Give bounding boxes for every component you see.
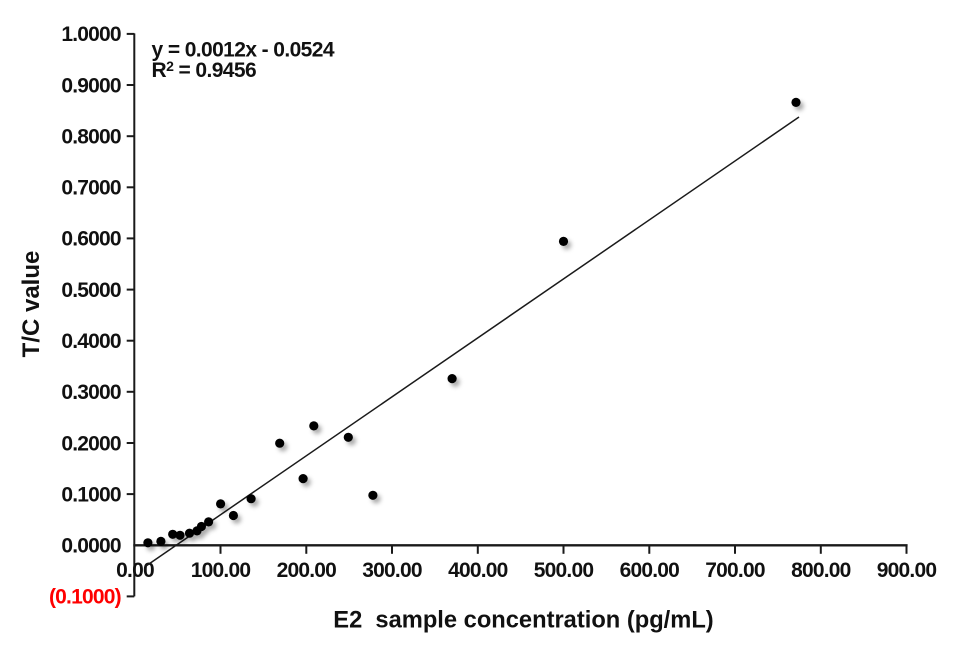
svg-text:100.00: 100.00	[191, 559, 251, 582]
svg-text:0.0000: 0.0000	[61, 535, 121, 558]
svg-text:E2 sample concentration (pg/m: E2 sample concentration (pg/mL)	[333, 607, 713, 633]
svg-text:0.4000: 0.4000	[61, 330, 121, 353]
svg-text:300.00: 300.00	[362, 559, 422, 582]
svg-text:600.00: 600.00	[620, 559, 680, 582]
svg-text:500.00: 500.00	[534, 559, 594, 582]
svg-text:0.9000: 0.9000	[61, 74, 121, 97]
svg-text:y = 0.0012x - 0.0524: y = 0.0012x - 0.0524	[152, 38, 335, 61]
svg-text:200.00: 200.00	[277, 559, 337, 582]
svg-text:0.7000: 0.7000	[61, 177, 121, 200]
svg-text:(0.1000): (0.1000)	[49, 586, 121, 609]
svg-text:0.1000: 0.1000	[61, 483, 121, 506]
svg-text:1.0000: 1.0000	[61, 23, 121, 46]
svg-text:0.6000: 0.6000	[61, 228, 121, 251]
svg-text:0.3000: 0.3000	[61, 381, 121, 404]
svg-text:0.5000: 0.5000	[61, 279, 121, 302]
svg-text:0.2000: 0.2000	[61, 432, 121, 455]
svg-text:700.00: 700.00	[705, 559, 765, 582]
svg-text:0.8000: 0.8000	[61, 126, 121, 149]
svg-text:900.00: 900.00	[877, 559, 937, 582]
svg-text:800.00: 800.00	[791, 559, 851, 582]
svg-text:0.00: 0.00	[116, 559, 154, 582]
svg-text:400.00: 400.00	[448, 559, 508, 582]
svg-text:T/C value: T/C value	[18, 251, 45, 358]
